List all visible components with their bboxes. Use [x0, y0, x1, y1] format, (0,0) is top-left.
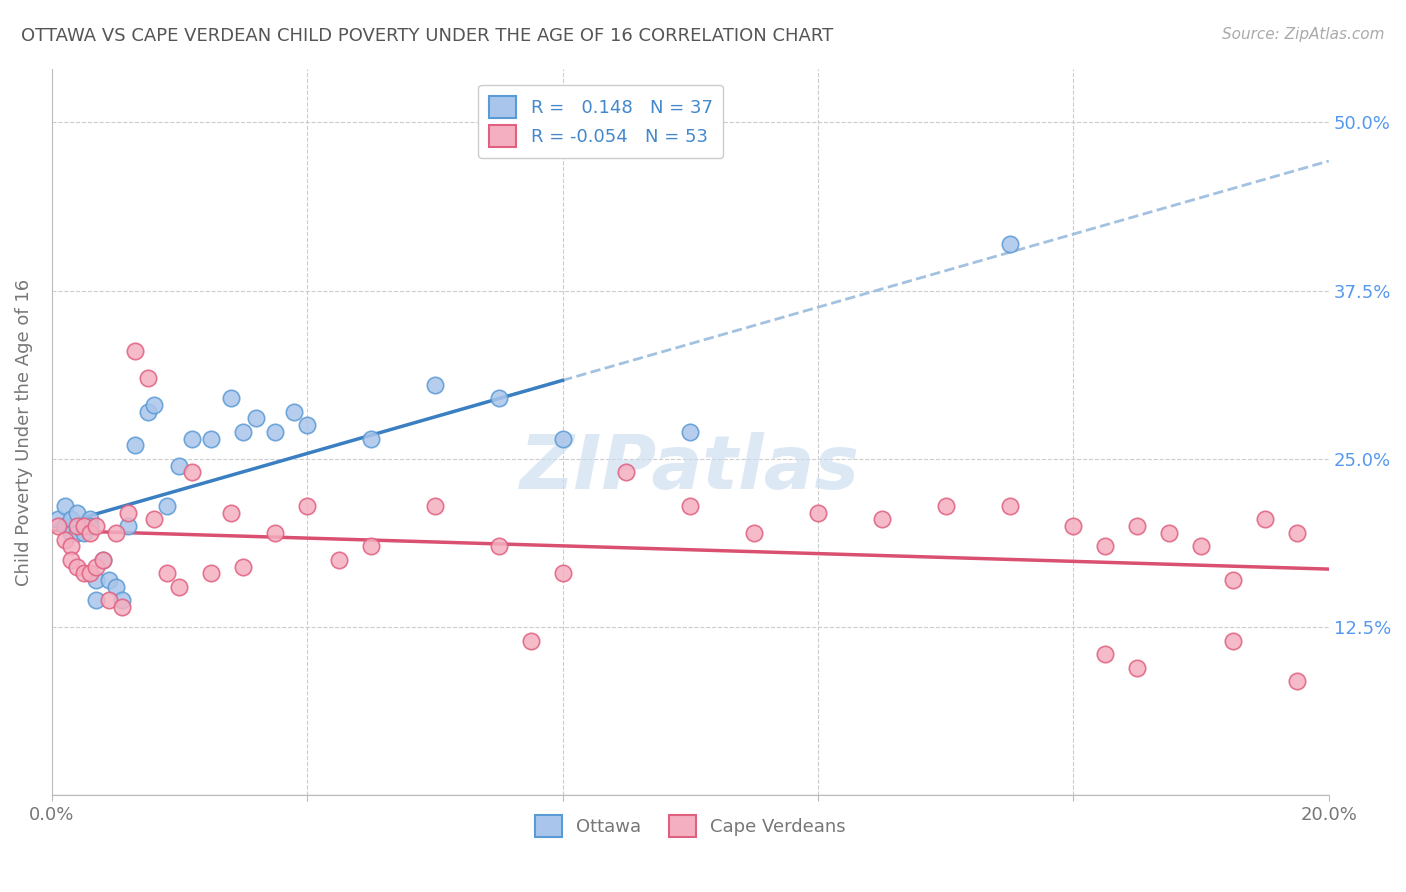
- Point: [111, 593, 134, 607]
- Point: [53, 533, 76, 547]
- Point: [1126, 660, 1149, 674]
- Point: [59, 525, 82, 540]
- Point: [73, 566, 96, 581]
- Point: [53, 519, 76, 533]
- Point: [870, 512, 893, 526]
- Point: [807, 506, 830, 520]
- Point: [156, 566, 179, 581]
- Point: [169, 458, 191, 473]
- Point: [1189, 540, 1212, 554]
- Legend: Ottawa, Cape Verdeans: Ottawa, Cape Verdeans: [527, 808, 853, 845]
- Point: [181, 466, 204, 480]
- Point: [264, 425, 287, 439]
- Point: [295, 418, 318, 433]
- Point: [423, 377, 446, 392]
- Point: [1159, 525, 1181, 540]
- Point: [46, 512, 69, 526]
- Point: [1094, 647, 1116, 661]
- Point: [1254, 512, 1277, 526]
- Point: [232, 559, 254, 574]
- Point: [998, 236, 1021, 251]
- Point: [264, 525, 287, 540]
- Point: [86, 593, 108, 607]
- Point: [935, 499, 957, 513]
- Point: [124, 344, 146, 359]
- Point: [998, 499, 1021, 513]
- Point: [79, 512, 101, 526]
- Point: [1062, 519, 1084, 533]
- Point: [169, 580, 191, 594]
- Point: [66, 519, 89, 533]
- Point: [283, 405, 305, 419]
- Point: [59, 553, 82, 567]
- Point: [73, 519, 96, 533]
- Point: [1126, 519, 1149, 533]
- Point: [117, 519, 139, 533]
- Point: [295, 499, 318, 513]
- Point: [142, 512, 165, 526]
- Point: [156, 499, 179, 513]
- Point: [551, 566, 574, 581]
- Point: [66, 525, 89, 540]
- Point: [117, 506, 139, 520]
- Point: [46, 519, 69, 533]
- Point: [104, 580, 127, 594]
- Point: [98, 573, 121, 587]
- Point: [86, 559, 108, 574]
- Point: [73, 519, 96, 533]
- Point: [66, 559, 89, 574]
- Point: [488, 540, 510, 554]
- Point: [219, 392, 242, 406]
- Point: [181, 432, 204, 446]
- Text: ZIPatlas: ZIPatlas: [520, 432, 860, 505]
- Point: [219, 506, 242, 520]
- Point: [360, 540, 382, 554]
- Point: [98, 593, 121, 607]
- Text: OTTAWA VS CAPE VERDEAN CHILD POVERTY UNDER THE AGE OF 16 CORRELATION CHART: OTTAWA VS CAPE VERDEAN CHILD POVERTY UND…: [21, 27, 834, 45]
- Point: [86, 573, 108, 587]
- Point: [59, 540, 82, 554]
- Point: [245, 411, 267, 425]
- Point: [124, 438, 146, 452]
- Point: [1285, 525, 1308, 540]
- Point: [66, 506, 89, 520]
- Point: [360, 432, 382, 446]
- Point: [79, 566, 101, 581]
- Point: [200, 566, 222, 581]
- Point: [73, 525, 96, 540]
- Point: [423, 499, 446, 513]
- Point: [679, 425, 702, 439]
- Point: [79, 525, 101, 540]
- Point: [1222, 633, 1244, 648]
- Point: [136, 371, 159, 385]
- Point: [616, 466, 638, 480]
- Point: [519, 633, 541, 648]
- Point: [328, 553, 350, 567]
- Point: [1285, 673, 1308, 688]
- Y-axis label: Child Poverty Under the Age of 16: Child Poverty Under the Age of 16: [15, 278, 32, 585]
- Point: [53, 499, 76, 513]
- Point: [86, 519, 108, 533]
- Point: [142, 398, 165, 412]
- Point: [79, 519, 101, 533]
- Point: [136, 405, 159, 419]
- Point: [232, 425, 254, 439]
- Point: [111, 599, 134, 614]
- Point: [551, 432, 574, 446]
- Text: Source: ZipAtlas.com: Source: ZipAtlas.com: [1222, 27, 1385, 42]
- Point: [104, 525, 127, 540]
- Point: [742, 525, 765, 540]
- Point: [488, 392, 510, 406]
- Point: [91, 553, 114, 567]
- Point: [200, 432, 222, 446]
- Point: [679, 499, 702, 513]
- Point: [1094, 540, 1116, 554]
- Point: [59, 512, 82, 526]
- Point: [1222, 573, 1244, 587]
- Point: [91, 553, 114, 567]
